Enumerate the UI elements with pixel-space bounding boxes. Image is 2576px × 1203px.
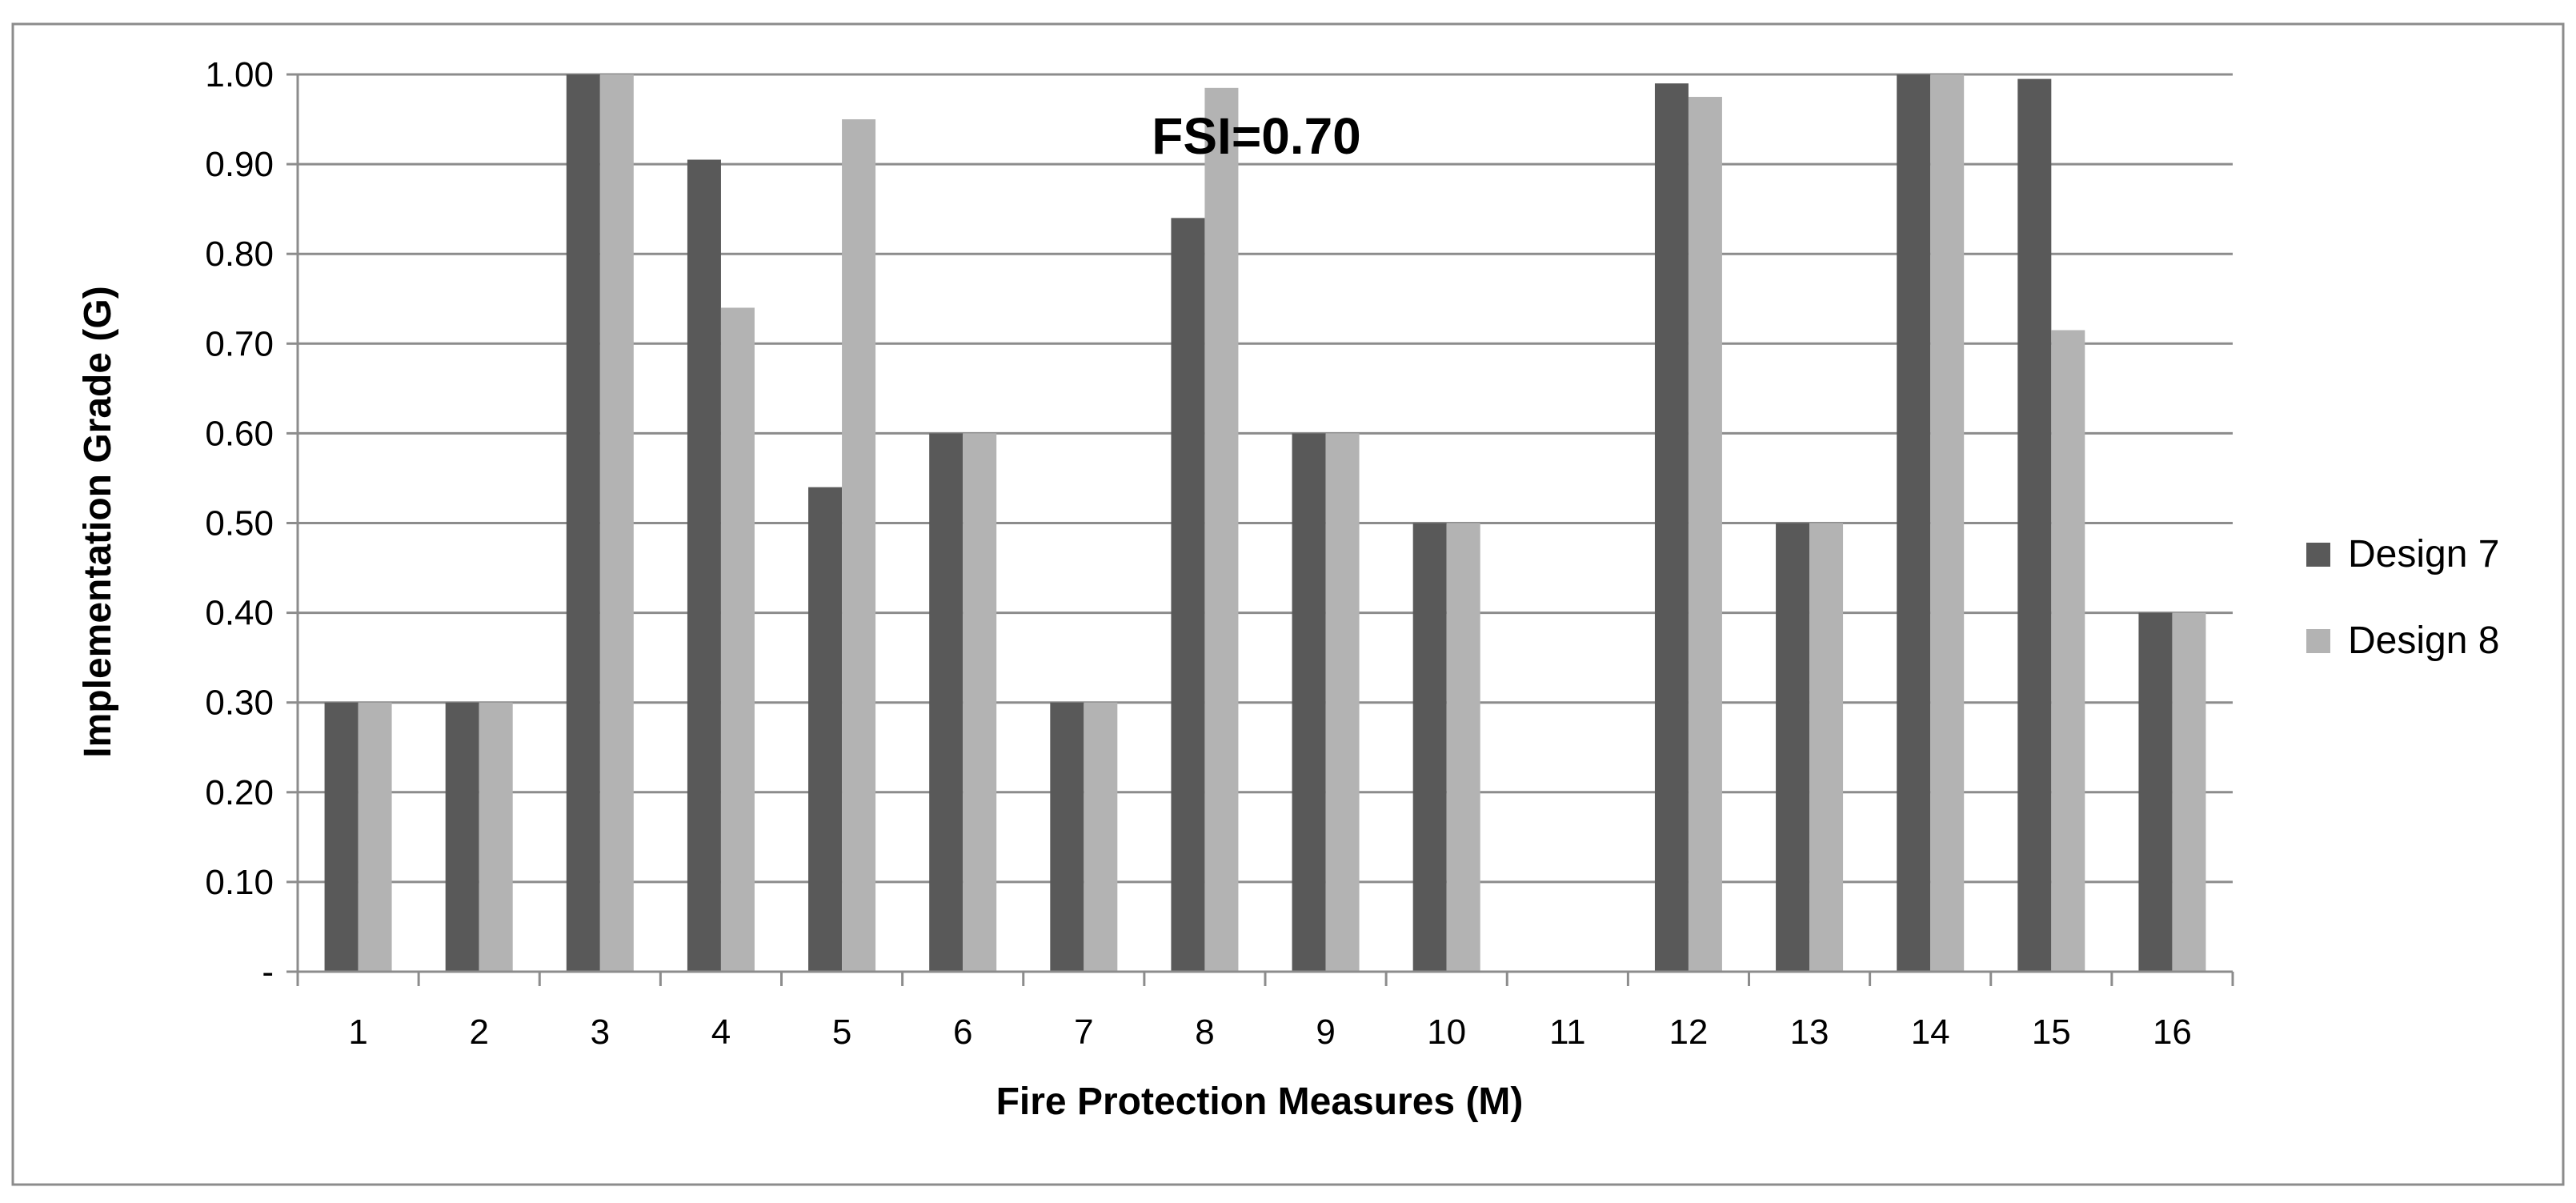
- y-tick-label: 0.90: [205, 145, 274, 184]
- bar-design-8-m13: [1809, 523, 1844, 972]
- x-tick-label: 3: [591, 1013, 610, 1052]
- bar-design-8-m8: [1204, 87, 1239, 972]
- x-tick-label: 10: [1427, 1013, 1466, 1052]
- y-tick-label: -: [262, 952, 274, 992]
- bar-design-7-m4: [687, 159, 721, 972]
- y-tick-label: 0.40: [205, 594, 274, 633]
- x-tick-label: 1: [348, 1013, 367, 1052]
- legend: Design 7 Design 8: [2306, 533, 2499, 662]
- y-tick-label: 1.00: [205, 55, 274, 94]
- y-tick-labels: - 0.10 0.20 0.30 0.40 0.50 0.60 0.70 0.80 0.90 1.0…: [205, 55, 274, 992]
- x-axis-title: Fire Protection Measures (M): [996, 1081, 1524, 1123]
- x-tick-labels: 1 2 3 4 5 6 7 8 9 10 11 12 13 14 15 16: [348, 1013, 2192, 1052]
- bar-design-7-m12: [1654, 83, 1689, 972]
- bar-design-7-m13: [1776, 523, 1810, 972]
- bar-design-7-m3: [566, 74, 600, 972]
- bar-design-8-m14: [1930, 74, 1965, 972]
- bar-design-7-m7: [1050, 702, 1084, 972]
- x-tick-label: 6: [953, 1013, 972, 1052]
- bar-design-7-m5: [808, 487, 843, 972]
- legend-swatch-design-8: [2306, 629, 2330, 653]
- y-tick-label: 0.70: [205, 324, 274, 363]
- bar-design-7-m15: [2017, 78, 2052, 972]
- bar-design-8-m3: [599, 74, 634, 972]
- x-tick-label: 4: [711, 1013, 731, 1052]
- bar-design-8-m9: [1325, 433, 1360, 972]
- bar-design-8-m12: [1688, 97, 1722, 972]
- bar-design-8-m6: [963, 433, 997, 972]
- x-tick-label: 15: [2032, 1013, 2071, 1052]
- y-tick-label: 0.60: [205, 414, 274, 453]
- y-tick-label: 0.20: [205, 773, 274, 812]
- x-tick-label: 11: [1549, 1013, 1586, 1052]
- x-tick-label: 9: [1316, 1013, 1335, 1052]
- bars: [324, 74, 2206, 972]
- bar-design-7-m8: [1171, 218, 1205, 972]
- bar-design-7-m16: [2138, 612, 2173, 972]
- bar-design-8-m10: [1446, 523, 1480, 972]
- bar-design-7-m2: [445, 702, 479, 972]
- bar-design-7-m9: [1292, 433, 1326, 972]
- legend-label: Design 8: [2348, 620, 2499, 662]
- x-tick-label: 5: [832, 1013, 851, 1052]
- y-tick-label: 0.50: [205, 504, 274, 543]
- x-tick-label: 14: [1911, 1013, 1950, 1052]
- y-tick-label: 0.80: [205, 235, 274, 274]
- y-axis-title: Implementation Grade (G): [77, 286, 119, 757]
- legend-label: Design 7: [2348, 533, 2499, 575]
- bar-design-8-m4: [720, 307, 755, 972]
- bar-design-8-m15: [2051, 330, 2085, 972]
- bar-design-8-m16: [2172, 612, 2206, 972]
- annotation-label: FSI=0.70: [1152, 107, 1361, 165]
- y-tick-label: 0.30: [205, 684, 274, 723]
- bar-design-7-m14: [1897, 74, 1931, 972]
- bar-design-8-m7: [1084, 702, 1118, 972]
- x-tick-label: 2: [469, 1013, 488, 1052]
- legend-swatch-design-7: [2306, 543, 2330, 567]
- bar-design-7-m6: [929, 433, 963, 972]
- bar-design-7-m1: [324, 702, 359, 972]
- x-tick-label: 8: [1195, 1013, 1214, 1052]
- axes: [296, 74, 2234, 986]
- bar-design-7-m10: [1412, 523, 1447, 972]
- bar-design-8-m2: [479, 702, 513, 972]
- bar-design-8-m1: [358, 702, 392, 972]
- x-tick-label: 16: [2153, 1013, 2192, 1052]
- x-tick-label: 7: [1074, 1013, 1093, 1052]
- x-tick-label: 12: [1669, 1013, 1708, 1052]
- chart-border: [11, 22, 2565, 1186]
- x-tick-label: 13: [1790, 1013, 1829, 1052]
- y-tick-label: 0.10: [205, 863, 274, 902]
- bar-design-8-m5: [842, 119, 876, 972]
